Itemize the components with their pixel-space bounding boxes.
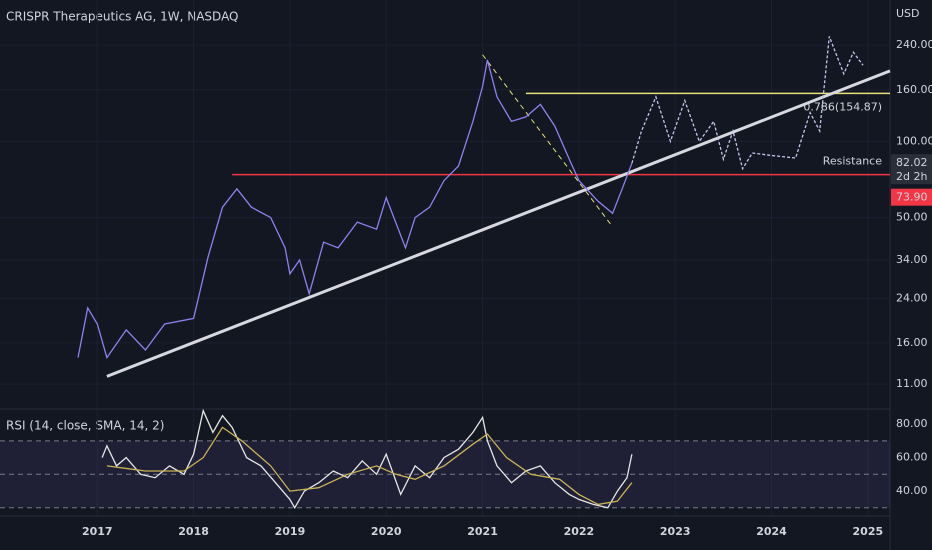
y-tick-label: 50.00 (896, 211, 928, 224)
y-tick-label: 24.00 (896, 291, 928, 304)
x-tick-label: 2024 (756, 525, 787, 538)
x-tick-label: 2021 (467, 525, 498, 538)
y-tick-label: 80.00 (896, 417, 928, 430)
x-tick-label: 2018 (178, 525, 209, 538)
chart-title: CRISPR Therapeutics AG, 1W, NASDAQ (6, 10, 239, 24)
h-line-label: Resistance (823, 155, 883, 168)
last-price-box (891, 154, 932, 185)
y-tick-label: 60.00 (896, 451, 928, 464)
currency: USD (896, 7, 920, 20)
last-price: 82.02 (896, 156, 928, 169)
x-tick-label: 2019 (275, 525, 306, 538)
x-tick-label: 2017 (82, 525, 113, 538)
series-line (106, 426, 633, 506)
y-tick-label: 100.00 (896, 134, 932, 147)
rsi-title: RSI (14, close, SMA, 14, 2) (6, 419, 164, 433)
level-box (891, 188, 932, 206)
countdown: 2d 2h (896, 170, 927, 183)
y-tick-label: 160.00 (896, 83, 932, 96)
level-label: 73.90 (896, 191, 928, 204)
trend-line (106, 69, 891, 378)
x-tick-label: 2023 (660, 525, 691, 538)
series-line (77, 59, 633, 360)
h-line-label: 0.786(154.87) (803, 100, 882, 113)
x-tick-label: 2025 (853, 525, 884, 538)
y-tick-label: 34.00 (896, 253, 928, 266)
y-tick-label: 240.00 (896, 38, 932, 51)
y-tick-label: 16.00 (896, 336, 928, 349)
y-tick-label: 11.00 (896, 377, 928, 390)
series-line (631, 36, 864, 171)
x-tick-label: 2022 (564, 525, 595, 538)
x-tick-label: 2020 (371, 525, 402, 538)
y-tick-label: 40.00 (896, 484, 928, 497)
